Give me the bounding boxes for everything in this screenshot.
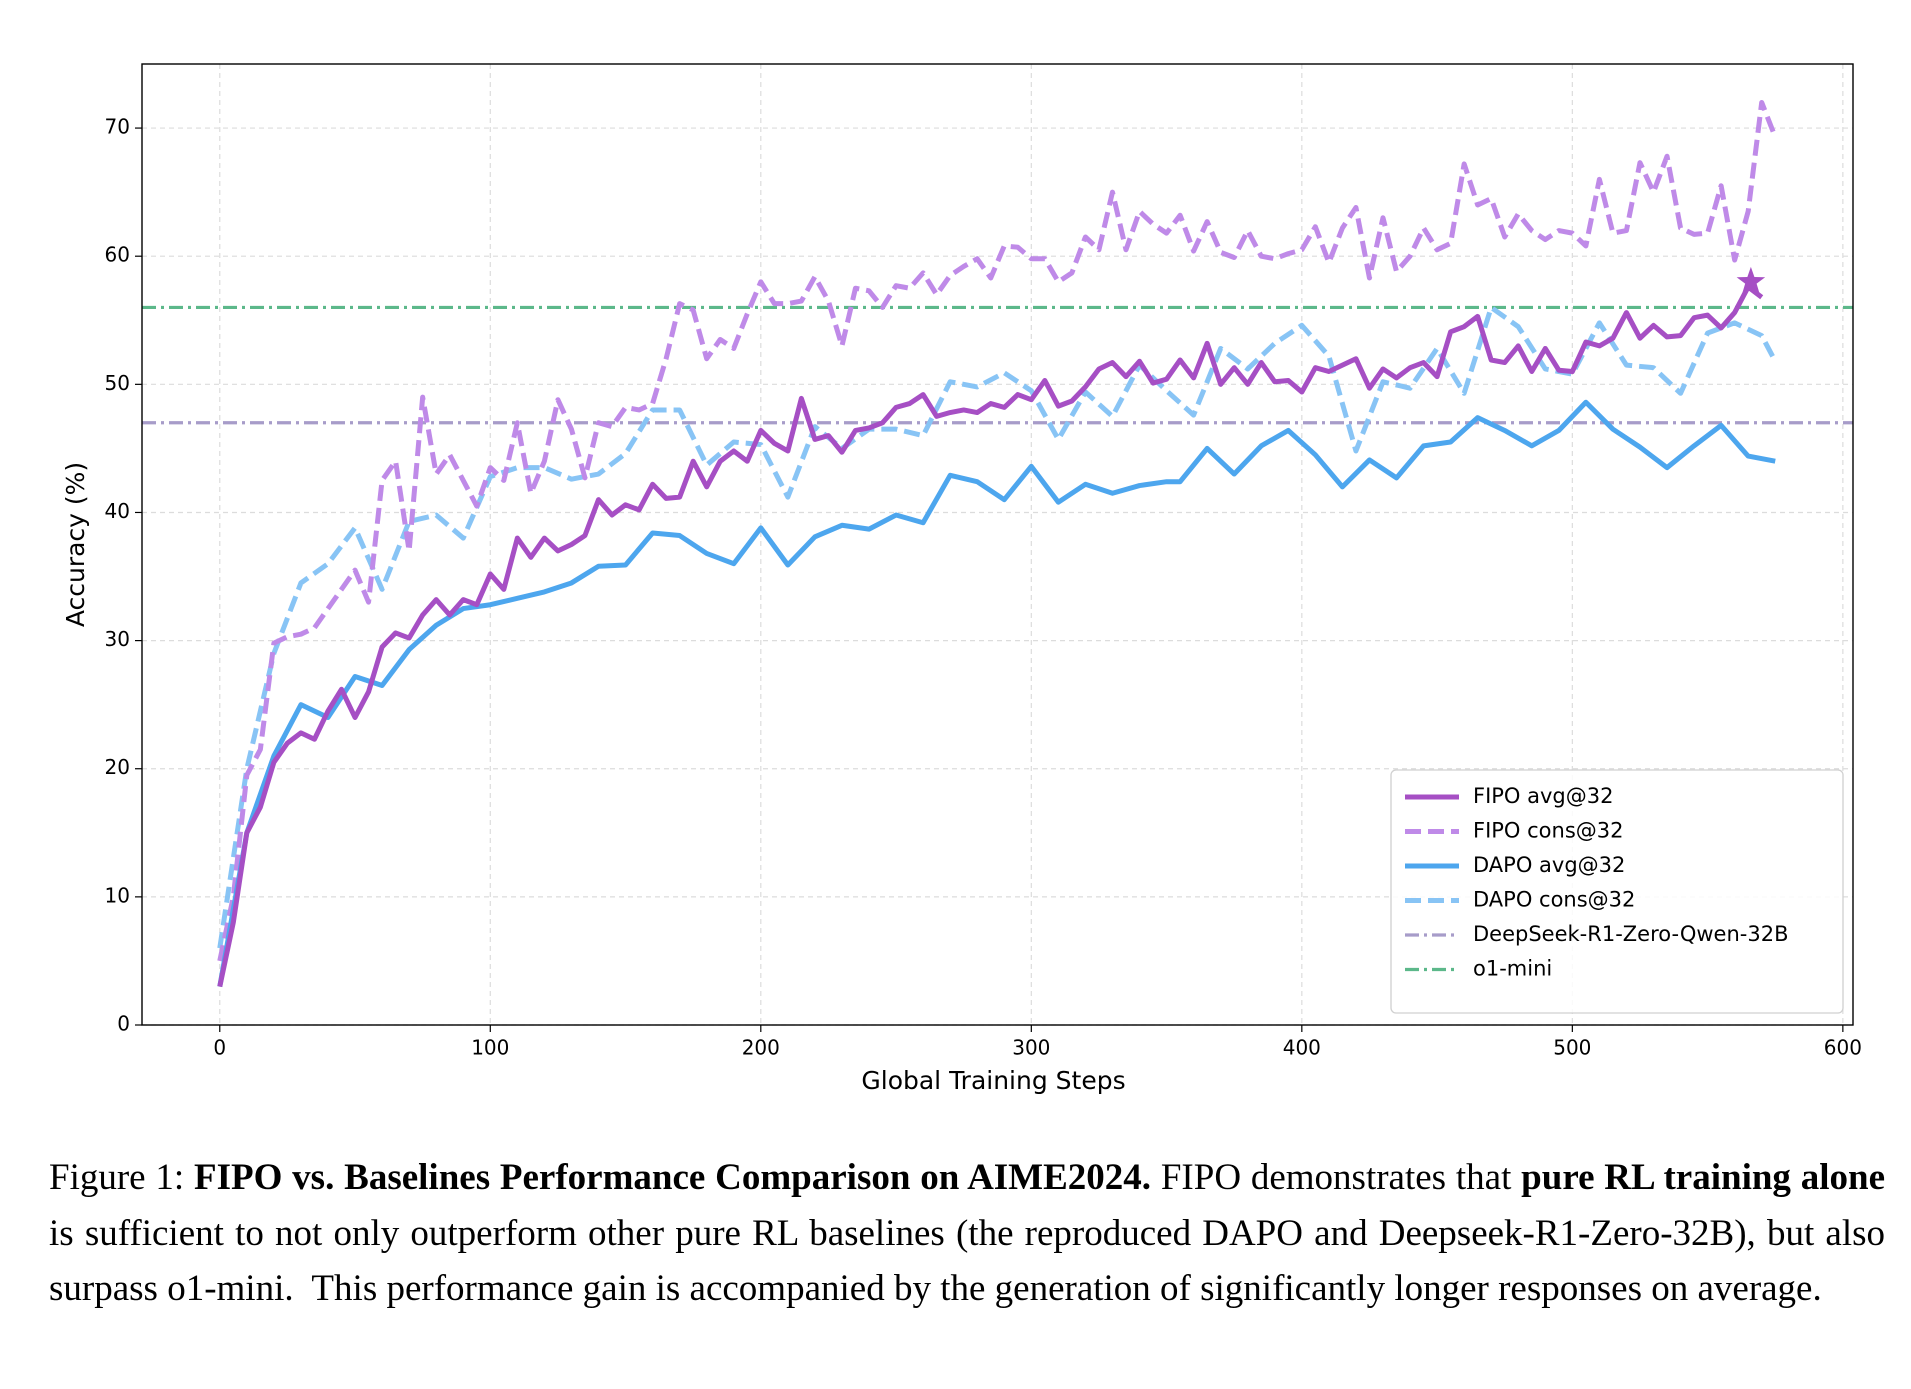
plot-frame [141,63,1854,1026]
y-tick-label: 10 [105,883,130,907]
legend-label: o1-mini [1473,957,1552,981]
x-tick-label: 400 [1283,1036,1321,1060]
series-line [217,399,1776,987]
y-tick-label: 0 [117,1012,130,1036]
y-tick-label: 30 [105,627,130,651]
caption-bold-text: FIPO vs. Baselines Performance Compariso… [194,1157,1152,1198]
series-line [217,284,1764,988]
chart: 0 100 200 300 400 500 600 0 10 20 30 40 50 60 70 Global… [61,63,1862,1095]
x-tick-label: 600 [1824,1036,1862,1060]
legend: FIPO avg@32 FIPO cons@32 DAPO avg@32 DAPO c… [1390,769,1844,1014]
x-tick-label: 0 [213,1036,226,1060]
x-tick-label: 200 [742,1036,780,1060]
legend-box [1390,769,1844,1014]
y-tick-label: 70 [105,115,130,139]
legend-label: FIPO avg@32 [1473,784,1614,808]
y-tick-label: 50 [105,371,130,395]
star-marker [1736,266,1766,294]
legend-label: DeepSeek-R1-Zero-Qwen-32B [1473,922,1788,946]
series-line [217,304,1778,949]
legend-label: DAPO avg@32 [1473,853,1625,877]
caption-text: Figure 1: [49,1157,194,1198]
y-axis-label: Accuracy (%) [61,462,90,627]
caption-text: FIPO demonstrates that [1151,1157,1522,1198]
figure-caption: Figure 1: FIPO vs. Baselines Performance… [49,1150,1885,1317]
y-tick-label: 60 [105,243,130,267]
y-tick-label: 20 [105,755,130,779]
x-tick-label: 100 [471,1036,509,1060]
legend-label: FIPO cons@32 [1473,819,1624,843]
x-axis-label: Global Training Steps [861,1066,1125,1095]
caption-bold-text: pure RL training alone [1521,1157,1886,1198]
y-tick-label: 40 [105,499,130,523]
x-tick-label: 300 [1012,1036,1050,1060]
x-tick-label: 500 [1553,1036,1591,1060]
legend-label: DAPO cons@32 [1473,888,1635,912]
series-line [217,99,1778,962]
caption-text: is sufficient to not only outperform oth… [49,1157,1895,1310]
